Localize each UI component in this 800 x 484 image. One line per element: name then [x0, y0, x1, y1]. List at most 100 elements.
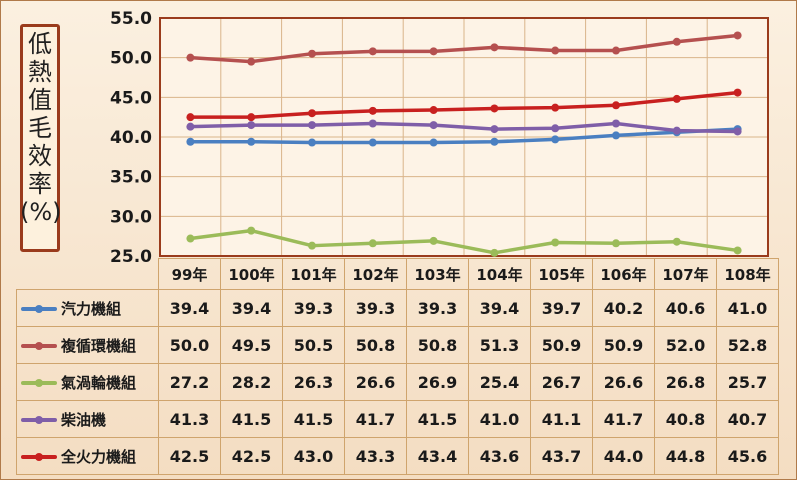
x-tick-label: 101年 [282, 258, 345, 290]
data-label: 39.4 [468, 289, 531, 327]
series-line [190, 90, 738, 119]
data-point [733, 127, 742, 136]
data-label: 26.7 [530, 363, 593, 401]
data-point [247, 121, 256, 130]
x-tick-label: 105年 [530, 258, 593, 290]
data-point [733, 88, 742, 97]
data-label: 52.8 [716, 326, 779, 364]
data-point [551, 238, 560, 247]
y-axis-label: 低熱值毛效率(%) [20, 30, 62, 226]
data-point [368, 47, 377, 56]
data-label: 43.6 [468, 437, 531, 475]
data-label: 25.7 [716, 363, 779, 401]
data-point [368, 106, 377, 115]
data-point [368, 239, 377, 248]
data-point [429, 47, 438, 56]
data-label: 39.4 [220, 289, 283, 327]
legend-label: 複循環機組 [61, 336, 137, 355]
data-label: 26.6 [344, 363, 407, 401]
table-row: 複循環機組 50.0 49.5 50.5 50.8 50.8 51.3 50.9 50.9 52.… [16, 326, 779, 364]
data-label: 50.5 [282, 326, 345, 364]
x-tick-label: 107年 [654, 258, 717, 290]
legend-label: 汽力機組 [61, 299, 122, 318]
data-point [186, 122, 195, 131]
x-tick-label: 106年 [592, 258, 655, 290]
data-point [429, 138, 438, 147]
data-point [672, 126, 681, 135]
legend-label: 柴油機 [61, 410, 107, 429]
data-point [186, 53, 195, 62]
data-label: 40.6 [654, 289, 717, 327]
plot-border [159, 17, 769, 257]
data-point [308, 109, 316, 118]
data-label: 39.3 [282, 289, 345, 327]
data-point [429, 106, 438, 115]
data-point [490, 137, 499, 146]
data-point [429, 121, 438, 130]
y-tick-label: 30.0 [110, 207, 152, 227]
data-label: 26.3 [282, 363, 345, 401]
data-label: 41.5 [282, 400, 345, 438]
data-label: 28.2 [220, 363, 283, 401]
data-label: 25.4 [468, 363, 531, 401]
legend-entry: 全火力機組 [16, 437, 159, 475]
data-point [490, 248, 499, 257]
data-label: 39.3 [344, 289, 407, 327]
data-label: 39.7 [530, 289, 593, 327]
data-point [490, 104, 499, 113]
series-line [190, 33, 738, 64]
x-tick-label: 100年 [220, 258, 283, 290]
data-label: 42.5 [158, 437, 221, 475]
y-tick-label: 45.0 [110, 88, 152, 108]
data-point [186, 113, 195, 122]
legend-entry: 複循環機組 [16, 326, 159, 364]
data-label: 27.2 [158, 363, 221, 401]
legend-line-icon [21, 416, 57, 424]
legend-label: 氣渦輪機組 [61, 373, 137, 392]
data-point [247, 226, 256, 235]
table-corner [17, 259, 159, 290]
data-label: 50.8 [406, 326, 469, 364]
data-point [672, 37, 681, 46]
data-label: 26.6 [592, 363, 655, 401]
data-label: 52.0 [654, 326, 717, 364]
legend-line-icon [21, 305, 57, 313]
data-point [733, 246, 742, 255]
data-label: 42.5 [220, 437, 283, 475]
y-tick-label: 35.0 [110, 168, 152, 188]
data-label: 41.5 [220, 400, 283, 438]
data-point [490, 125, 499, 134]
data-label: 41.1 [530, 400, 593, 438]
data-label: 40.8 [654, 400, 717, 438]
data-point [490, 43, 499, 52]
data-point [612, 119, 620, 128]
data-point [551, 103, 560, 112]
data-label: 43.0 [282, 437, 345, 475]
data-point [308, 241, 316, 250]
data-label: 43.3 [344, 437, 407, 475]
data-point [308, 49, 316, 58]
table-row: 柴油機 41.3 41.5 41.5 41.7 41.5 41.0 41.1 41.7 40.8 4… [16, 400, 779, 438]
data-point [733, 31, 742, 40]
data-label: 40.7 [716, 400, 779, 438]
series-line [190, 127, 738, 145]
legend-entry: 汽力機組 [16, 289, 159, 327]
data-point [672, 237, 681, 246]
data-label: 26.8 [654, 363, 717, 401]
x-tick-label: 99年 [158, 258, 221, 290]
x-tick-label: 102年 [344, 258, 407, 290]
data-label: 51.3 [468, 326, 531, 364]
data-label: 50.0 [158, 326, 221, 364]
data-label: 41.7 [344, 400, 407, 438]
data-point [672, 94, 681, 103]
data-point [612, 131, 620, 140]
data-point [612, 46, 620, 55]
legend-entry: 氣渦輪機組 [16, 363, 159, 401]
data-label: 41.0 [468, 400, 531, 438]
data-label: 44.0 [592, 437, 655, 475]
data-point [612, 101, 620, 110]
data-label: 49.5 [220, 326, 283, 364]
data-table: 99年 100年 101年 102年 103年 104年 105年 106年 107年 108年 … [16, 258, 779, 475]
data-label: 43.7 [530, 437, 593, 475]
